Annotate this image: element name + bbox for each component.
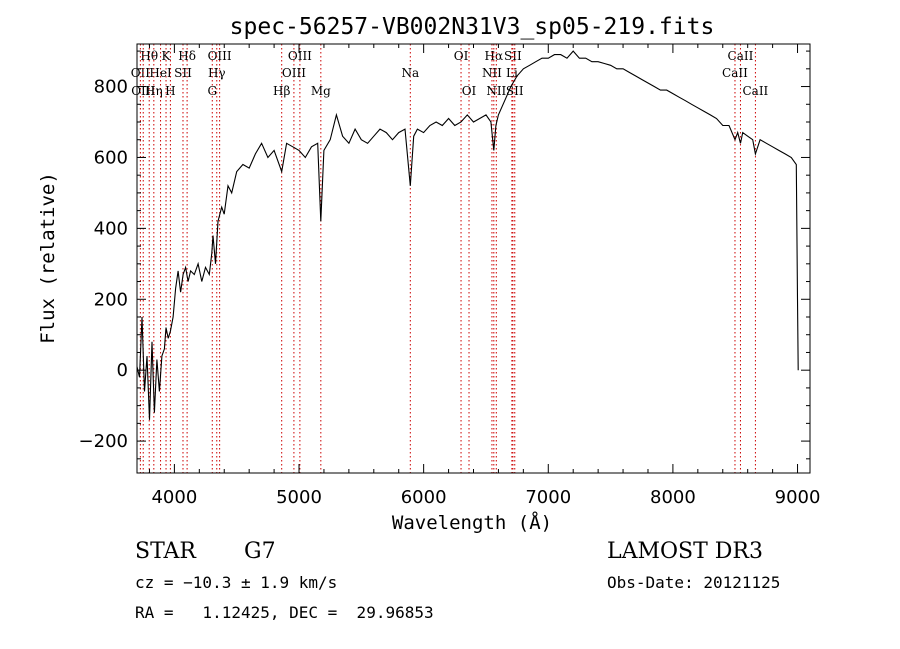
marker-label-13: OIII	[282, 66, 306, 80]
x-tick-label-3: 7000	[525, 487, 571, 508]
marker-label-4: HeI	[149, 66, 172, 80]
y-tick-label-5: 800	[94, 77, 128, 98]
axis-ticks: 4000 5000 6000 7000 8000 9000 −200 0 200 400 600 80…	[79, 44, 821, 508]
y-axis-label: Flux (relative)	[37, 172, 59, 344]
marker-label-1: OII	[131, 66, 151, 80]
marker-label-20: SII	[504, 49, 522, 63]
y-tick-label-1: 0	[117, 360, 128, 381]
x-tick-label-0: 4000	[151, 487, 197, 508]
object-subclass: G7	[244, 539, 276, 564]
marker-label-5: Hη	[145, 84, 163, 98]
survey-name: LAMOST DR3	[607, 539, 763, 564]
marker-label-19: Hα	[485, 49, 504, 63]
marker-label-22: Li	[506, 66, 518, 80]
marker-label-7: Hδ	[178, 49, 196, 63]
marker-label-15: Mg	[311, 84, 331, 98]
x-tick-label-4: 8000	[650, 487, 696, 508]
marker-label-10: Hγ	[208, 66, 226, 80]
spectrum-series-line	[136, 50, 799, 420]
marker-label-25: CaII	[728, 49, 754, 63]
marker-label-6: H	[165, 84, 175, 98]
marker-label-3: K	[162, 49, 172, 63]
x-tick-label-1: 5000	[276, 487, 322, 508]
object-class: STAR	[135, 539, 196, 564]
y-tick-label-2: 200	[94, 289, 128, 310]
marker-label-16: Na	[401, 66, 419, 80]
marker-label-9: OIII	[208, 49, 232, 63]
marker-label-27: CaII	[742, 84, 768, 98]
marker-label-17: OI	[454, 49, 469, 63]
marker-label-21: NII	[482, 66, 502, 80]
y-tick-label-0: −200	[79, 431, 128, 452]
marker-label-12: OIII	[288, 49, 312, 63]
x-axis-label: Wavelength (Å)	[392, 511, 552, 534]
marker-label-14: Hβ	[273, 84, 290, 98]
marker-label-8: SII	[174, 66, 192, 80]
x-tick-label-5: 9000	[775, 487, 821, 508]
y-tick-label-3: 400	[94, 218, 128, 239]
x-tick-label-2: 6000	[401, 487, 447, 508]
marker-label-23: NII	[486, 84, 506, 98]
sky-coordinates: RA = 1.12425, DEC = 29.96853	[135, 603, 434, 622]
plot-frame	[136, 43, 811, 474]
chart-title: spec-56257-VB002N31V3_sp05-219.fits	[230, 14, 715, 40]
marker-label-11: G	[207, 84, 217, 98]
marker-label-26: CaII	[722, 66, 748, 80]
redshift-velocity: cz = −10.3 ± 1.9 km/s	[135, 573, 338, 592]
marker-label-18: OI	[462, 84, 477, 98]
observation-date: Obs-Date: 20121125	[607, 573, 781, 592]
y-tick-label-4: 600	[94, 147, 128, 168]
